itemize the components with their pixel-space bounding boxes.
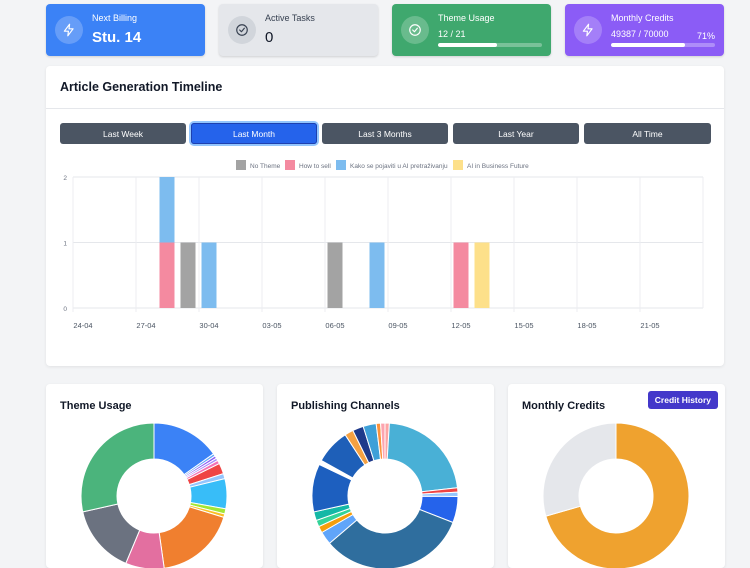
donut-slice [80, 422, 155, 513]
legend-label: Kako se pojaviti u AI pretraživanju [350, 163, 448, 170]
bar-segment [201, 242, 217, 308]
legend-swatch [336, 160, 346, 170]
x-tick-label: 09-05 [388, 321, 407, 330]
x-tick-label: 15-05 [514, 321, 533, 330]
active-tasks-card: Active Tasks 0 [219, 4, 378, 56]
donut-slice [542, 422, 617, 517]
timeline-bar-chart: 0 1 2 24-04 27-04 30-04 03-05 06-05 09-05 12-05 15… [63, 160, 704, 330]
credits-progress-fill [611, 43, 685, 47]
range-last-week-button[interactable]: Last Week [60, 123, 186, 144]
donut-slice [545, 422, 690, 568]
credits-progress-bar [611, 43, 715, 47]
publishing-channels-chart-card: Publishing Channels [277, 384, 494, 568]
range-all-time-button[interactable]: All Time [584, 123, 711, 144]
theme-progress-bar [438, 43, 542, 47]
y-tick-label: 2 [63, 175, 67, 182]
card-title: Theme Usage [60, 400, 132, 412]
range-last-3-months-button[interactable]: Last 3 Months [322, 123, 448, 144]
x-tick-label: 30-04 [199, 321, 218, 330]
credits-percent: 71% [696, 31, 715, 41]
theme-progress-fill [438, 43, 498, 47]
legend-swatch [453, 160, 463, 170]
x-tick-label: 18-05 [577, 321, 596, 330]
check-circle-icon [401, 16, 429, 44]
bar-segment [474, 242, 490, 308]
monthly-credits-chart-card: Monthly Credits Credit History [508, 384, 725, 568]
donut-slice [386, 422, 459, 493]
y-tick-label: 1 [63, 241, 67, 248]
publishing-channels-donut [311, 422, 459, 568]
x-tick-label: 27-04 [136, 321, 155, 330]
card-title: Publishing Channels [291, 400, 400, 412]
legend-swatch [236, 160, 246, 170]
stat-value: Stu. 14 [92, 29, 142, 46]
credit-history-button[interactable]: Credit History [647, 391, 718, 409]
timeline-title: Article Generation Timeline [60, 80, 223, 94]
y-tick-label: 0 [63, 306, 67, 313]
stat-label: Next Billing [92, 13, 138, 23]
x-tick-label: 24-04 [73, 321, 92, 330]
bar-segment [159, 177, 175, 243]
legend-label: How to sell [299, 163, 331, 170]
monthly-credits-donut [542, 422, 690, 568]
divider [46, 108, 724, 109]
stat-value: 49387 / 70000 [611, 29, 669, 39]
article-timeline-card: Article Generation Timeline Last Week La… [46, 66, 724, 366]
x-tick-label: 03-05 [262, 321, 281, 330]
bolt-icon [574, 16, 602, 44]
monthly-credits-card: Monthly Credits 49387 / 70000 71% [565, 4, 724, 56]
range-last-year-button[interactable]: Last Year [453, 123, 579, 144]
stat-label: Monthly Credits [611, 13, 674, 23]
stat-value: 0 [265, 29, 274, 46]
stat-value: 12 / 21 [438, 29, 466, 39]
donut-slice [158, 506, 225, 568]
bar-segment [327, 242, 343, 308]
x-tick-label: 12-05 [451, 321, 470, 330]
theme-usage-chart-card: Theme Usage [46, 384, 263, 568]
stat-label: Active Tasks [265, 13, 315, 23]
bar-segment [180, 242, 196, 308]
stat-label: Theme Usage [438, 13, 495, 23]
x-tick-label: 21-05 [640, 321, 659, 330]
legend-label: AI in Business Future [467, 163, 529, 170]
bar-segment [159, 242, 175, 308]
legend-label: No Theme [250, 163, 281, 170]
x-tick-label: 06-05 [325, 321, 344, 330]
theme-usage-card: Theme Usage 12 / 21 [392, 4, 551, 56]
donut-slice [328, 508, 454, 568]
bolt-icon [55, 16, 83, 44]
bar-segment [369, 242, 385, 308]
bar-segment [453, 242, 469, 308]
card-title: Monthly Credits [522, 400, 606, 412]
theme-usage-donut [80, 422, 228, 568]
next-billing-card: Next Billing Stu. 14 [46, 4, 205, 56]
legend-swatch [285, 160, 295, 170]
donut-slice [380, 422, 386, 460]
check-circle-icon [228, 16, 256, 44]
range-last-month-button[interactable]: Last Month [191, 123, 317, 144]
